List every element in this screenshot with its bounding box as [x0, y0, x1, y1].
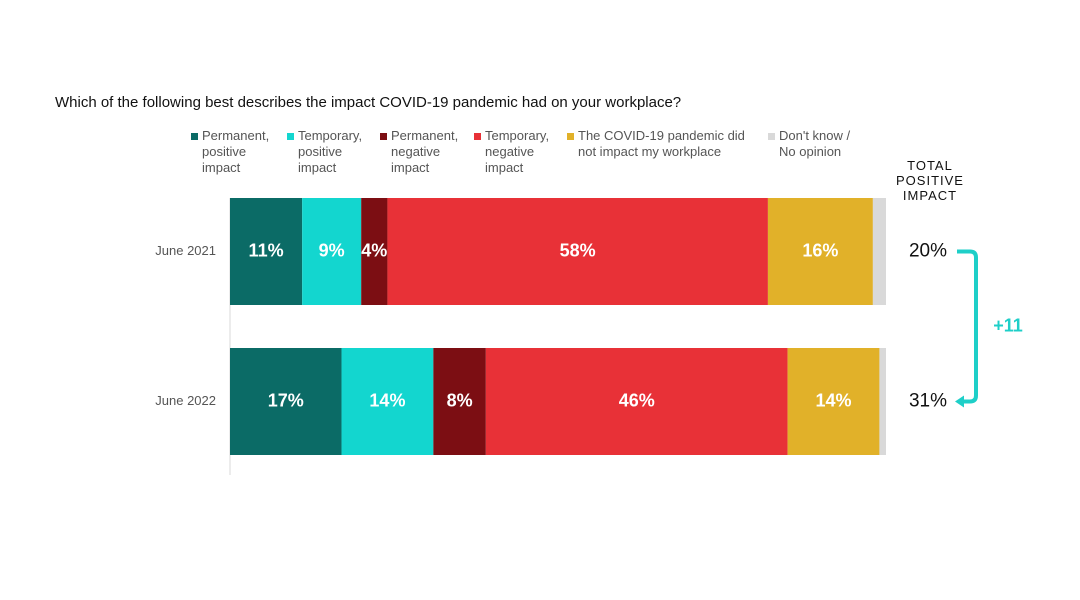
bar-segment: [485, 348, 788, 455]
legend-item: Permanent, positive impact: [191, 128, 272, 176]
bar-segment: [787, 348, 880, 455]
data-label: 16%: [802, 240, 838, 260]
legend-swatch: [768, 133, 775, 140]
legend-label: Don't know / No opinion: [779, 128, 851, 159]
bar-segment: [767, 198, 873, 305]
total-header: TOTAL POSITIVE IMPACT: [896, 158, 964, 203]
legend-swatch: [287, 133, 294, 140]
bar-segment: [361, 198, 388, 305]
data-label: 9%: [319, 240, 345, 260]
bar-segment: [879, 348, 886, 455]
bar-segment: [302, 198, 362, 305]
bar-segment: [872, 198, 886, 305]
legend-swatch: [380, 133, 387, 140]
legend-label: Temporary, positive impact: [298, 128, 363, 175]
data-label: 58%: [560, 240, 596, 260]
legend-item: Permanent, negative impact: [380, 128, 469, 176]
legend-label: Permanent, negative impact: [391, 128, 459, 175]
legend-label: Permanent, positive impact: [202, 128, 270, 175]
legend-item: Temporary, negative impact: [474, 128, 565, 176]
y-tick-label: June 2022: [155, 393, 216, 408]
data-label: 8%: [447, 390, 473, 410]
bar-segment: [341, 348, 434, 455]
bar-segment: [230, 348, 342, 455]
change-bracket: [957, 249, 978, 404]
total-value: 20%: [909, 241, 947, 262]
y-tick-label: June 2021: [155, 243, 216, 258]
legend-swatch: [567, 133, 574, 140]
bar-segment: [433, 348, 486, 455]
legend-label: The COVID-19 pandemic did not impact my …: [578, 128, 745, 159]
data-label: 4%: [361, 240, 387, 260]
legend-swatch: [191, 133, 198, 140]
data-label: 17%: [268, 390, 304, 410]
data-label: 14%: [369, 390, 405, 410]
data-label: 46%: [619, 390, 655, 410]
legend-swatch: [474, 133, 481, 140]
legend-item: The COVID-19 pandemic did not impact my …: [567, 128, 753, 160]
data-label: 14%: [816, 390, 852, 410]
total-value: 31%: [909, 391, 947, 412]
change-arrow: [955, 395, 964, 408]
bar-segment: [230, 198, 303, 305]
data-label: 11%: [249, 240, 284, 260]
chart-title: Which of the following best describes th…: [55, 94, 681, 111]
legend-label: Temporary, negative impact: [485, 128, 550, 175]
legend-item: Temporary, positive impact: [287, 128, 376, 176]
legend-item: Don't know / No opinion: [768, 128, 869, 160]
bar-segment: [387, 198, 768, 305]
change-label: +11: [993, 315, 1023, 335]
